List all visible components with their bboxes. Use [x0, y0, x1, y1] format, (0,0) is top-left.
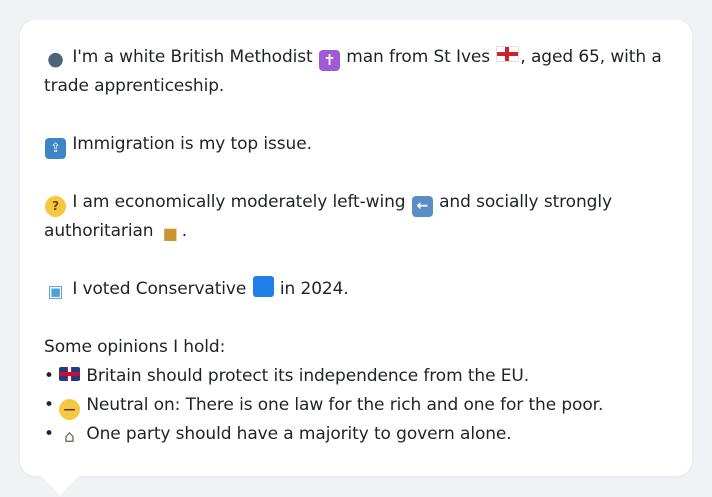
ideology-paragraph: ? I am economically moderately left-wing…: [44, 188, 664, 246]
thinking-face-icon: ?: [45, 196, 66, 217]
england-flag-icon: [496, 46, 520, 62]
economics-text-3: .: [181, 221, 188, 241]
bullet: •: [44, 424, 54, 444]
economics-text-1: I am economically moderately left-wing: [72, 192, 406, 212]
bullet: •: [44, 395, 54, 415]
intro-paragraph: ● I'm a white British Methodist ✝ man fr…: [44, 43, 664, 101]
latin-cross-icon: ✝: [318, 50, 340, 71]
lock-icon: ■: [162, 224, 178, 243]
bullet: •: [44, 366, 54, 386]
top-issue-paragraph: ⇪ Immigration is my top issue.: [44, 130, 664, 159]
card-pointer: [40, 475, 80, 495]
neutral-face-icon: —: [59, 399, 80, 420]
vote-paragraph: ▣ I voted Conservative in 2024.: [44, 275, 664, 304]
blue-square-icon: [252, 276, 274, 297]
profile-text: ● I'm a white British Methodist ✝ man fr…: [44, 43, 664, 449]
opinions-section: Some opinions I hold: • Britain should p…: [44, 333, 664, 449]
opinion-text: Britain should protect its independence …: [86, 366, 530, 386]
opinion-text: Neutral on: There is one law for the ric…: [86, 395, 604, 415]
passport-control-icon: ⇪: [45, 138, 66, 159]
opinion-item: • ⌂ One party should have a majority to g…: [44, 420, 664, 449]
intro-text-3: , aged 65, with a trade apprenticeship.: [44, 47, 662, 96]
opinion-item: • Britain should protect its independenc…: [44, 362, 664, 391]
classical-building-icon: ⌂: [64, 427, 75, 447]
top-issue-text: Immigration is my top issue.: [72, 134, 312, 154]
vote-text-1: I voted Conservative: [72, 279, 247, 299]
intro-text-2: man from St Ives: [346, 47, 491, 67]
vote-text-2: in 2024.: [279, 279, 349, 299]
opinion-text: One party should have a majority to gove…: [86, 424, 512, 444]
person-icon: ●: [47, 48, 64, 70]
left-arrow-icon: ←: [411, 196, 433, 217]
intro-text-1: I'm a white British Methodist: [72, 47, 313, 67]
opinion-item: • — Neutral on: There is one law for the …: [44, 391, 664, 420]
ballot-box-icon: ▣: [47, 282, 64, 302]
opinions-heading: Some opinions I hold:: [44, 337, 226, 357]
economics-text-2: and socially strongly authoritarian: [44, 192, 612, 241]
uk-flag-icon: [59, 367, 80, 381]
profile-card: [20, 20, 692, 476]
